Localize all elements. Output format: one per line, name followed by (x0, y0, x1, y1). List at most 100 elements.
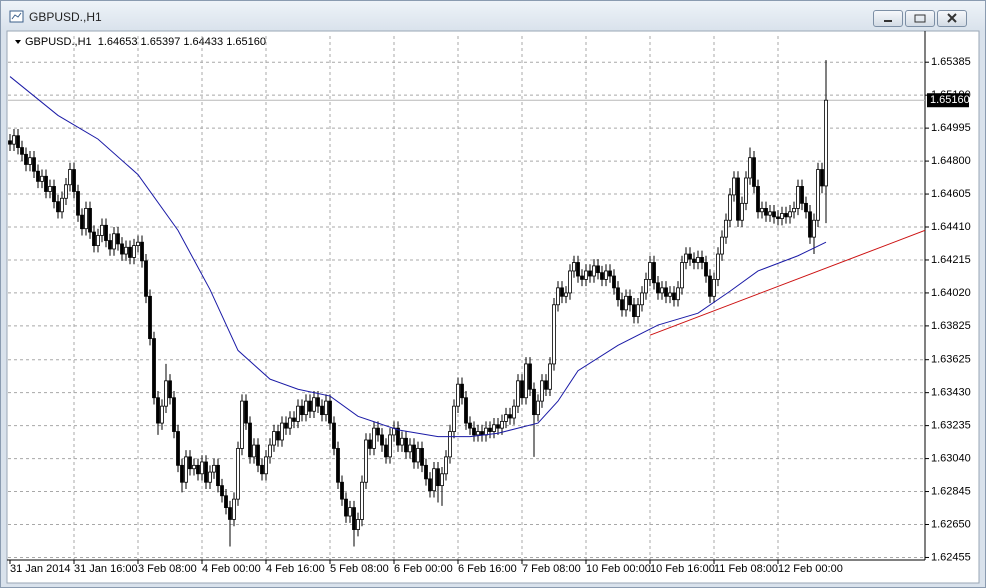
candle-body (356, 519, 360, 530)
candle-body (560, 287, 564, 297)
y-tick-label: 1.64410 (931, 221, 971, 233)
candle-body (780, 213, 784, 219)
candle-body (824, 99, 828, 187)
candle-body (524, 363, 528, 399)
candle-body (612, 275, 616, 289)
candle-body (376, 427, 380, 436)
candle-body (512, 405, 516, 419)
candle-body (756, 186, 760, 213)
x-tick-label: 5 Feb 08:00 (330, 563, 389, 575)
candle-body (720, 236, 724, 255)
candle-body (164, 380, 168, 407)
candle-body (496, 424, 500, 429)
x-tick-label: 31 Jan 2014 (10, 563, 71, 575)
candle-body (488, 427, 492, 432)
candle-body (252, 444, 256, 458)
candle-body (108, 240, 112, 250)
candle-body (480, 431, 484, 436)
y-tick-label: 1.64020 (931, 287, 971, 299)
candle-body (440, 473, 444, 487)
candle-body (140, 241, 144, 262)
candle-body (636, 304, 640, 317)
minimize-button[interactable] (873, 10, 903, 27)
header-arrow[interactable] (15, 40, 21, 44)
candle-body (344, 498, 348, 517)
candle-body (604, 270, 608, 280)
candle-body (80, 214, 84, 230)
candle-body (180, 464, 184, 483)
candle-body (640, 292, 644, 306)
candle-body (808, 211, 812, 238)
candle-body (12, 135, 16, 145)
candle-body (304, 400, 308, 416)
candle-body (196, 464, 200, 475)
candle-body (412, 444, 416, 463)
x-tick-label: 11 Feb 08:00 (714, 563, 778, 575)
current-price-label: 1.65160 (930, 94, 970, 106)
candle-body (132, 245, 136, 258)
candle-body (684, 253, 688, 263)
candle-body (360, 481, 364, 520)
close-button[interactable] (937, 10, 967, 27)
candle-body (340, 481, 344, 500)
candle-body (232, 498, 236, 520)
title-bar: GBPUSD.,H1 (1, 1, 985, 31)
moving-average (9, 76, 827, 438)
candle-body (272, 431, 276, 446)
candle-body (812, 219, 816, 238)
candle-body (64, 184, 68, 199)
trend-line (649, 229, 925, 336)
candle-body (160, 405, 164, 424)
candle-body (804, 202, 808, 213)
candle-body (752, 157, 756, 187)
candle-body (32, 157, 36, 172)
candle-body (408, 444, 412, 453)
candle-body (552, 304, 556, 365)
candle-body (112, 233, 116, 250)
candle-body (144, 260, 148, 297)
candle-body (236, 448, 240, 500)
candle-body (184, 456, 188, 483)
candle-body (36, 170, 40, 182)
candle-body (128, 246, 132, 258)
candle-body (416, 448, 420, 463)
restore-button[interactable] (905, 10, 935, 27)
candle-body (388, 434, 392, 458)
candle-body (788, 211, 792, 218)
x-tick-label: 6 Feb 00:00 (394, 563, 453, 575)
candle-body (136, 241, 140, 247)
candle-body (588, 270, 592, 277)
candle-body (692, 258, 696, 263)
candle-body (400, 437, 404, 446)
candle-body (732, 177, 736, 196)
candle-body (784, 213, 788, 218)
candle-body (212, 464, 216, 473)
y-tick-label: 1.64995 (931, 122, 971, 134)
candle-body (472, 427, 476, 436)
candle-body (476, 431, 480, 436)
candle-body (516, 380, 520, 407)
candle-body (364, 439, 368, 483)
candle-body (88, 208, 92, 233)
candle-body (520, 380, 524, 399)
candle-body (336, 448, 340, 483)
candle-body (240, 400, 244, 449)
candle-body (800, 186, 804, 204)
candle-body (676, 287, 680, 301)
candle-body (296, 405, 300, 422)
window-title: GBPUSD.,H1 (29, 10, 102, 24)
candle-body (816, 169, 820, 221)
y-tick-label: 1.63430 (931, 387, 971, 399)
candle-body (484, 427, 488, 436)
candle-body (204, 461, 208, 483)
y-tick-label: 1.63625 (931, 354, 971, 366)
candle-body (460, 383, 464, 399)
candle-body (452, 405, 456, 432)
candle-body (264, 456, 268, 475)
current-price-box (927, 93, 969, 108)
candle-body (504, 414, 508, 422)
candle-body (792, 208, 796, 213)
candle-body (748, 157, 752, 179)
candle-body (224, 495, 228, 508)
candle-body (704, 262, 708, 277)
